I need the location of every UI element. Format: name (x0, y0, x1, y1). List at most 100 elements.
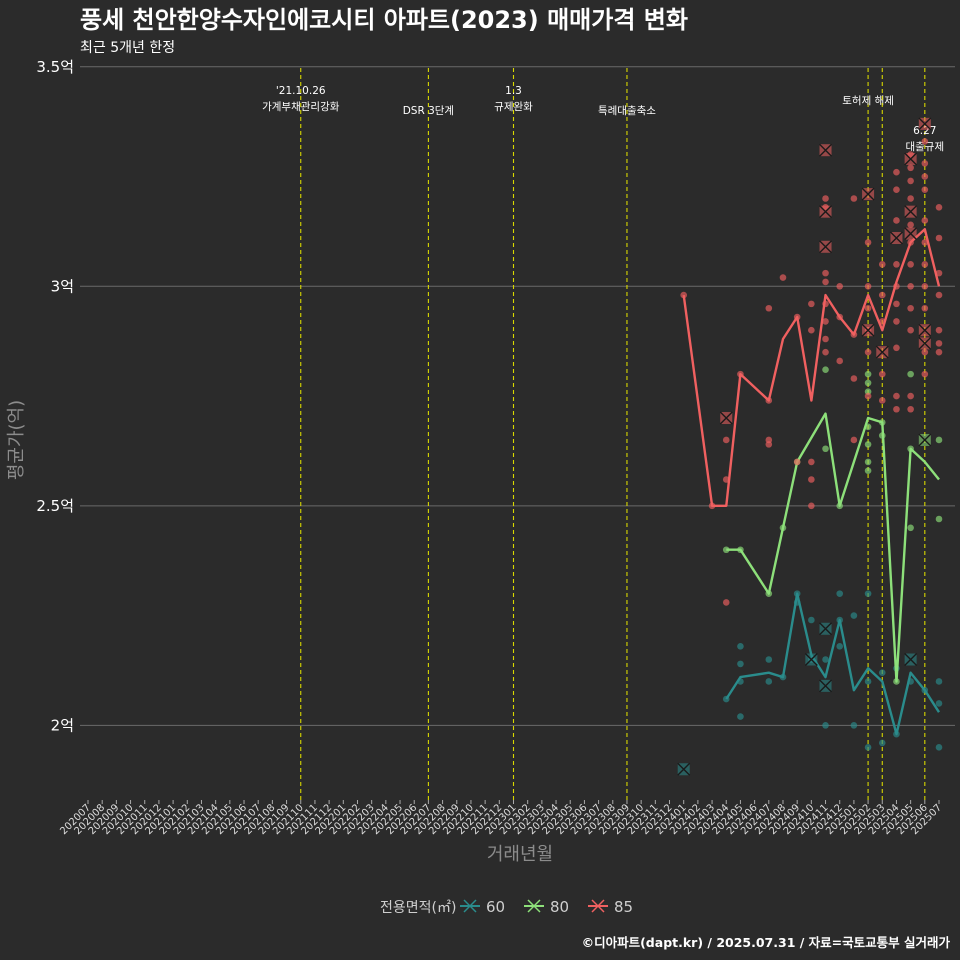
cross-marker-x (804, 653, 818, 666)
data-point (893, 300, 900, 308)
data-point (893, 261, 900, 268)
data-point (864, 239, 872, 246)
data-point (822, 348, 829, 356)
cross-marker-x (819, 240, 833, 254)
data-point (907, 370, 914, 378)
cross-marker (904, 205, 918, 219)
data-point (935, 234, 943, 242)
data-point (935, 203, 943, 211)
data-point (878, 397, 886, 404)
cross-marker-x (889, 231, 903, 245)
data-point (864, 283, 872, 290)
data-point (907, 392, 914, 400)
event-label: 특례대출축소 (598, 105, 656, 117)
data-point (864, 441, 872, 448)
cross-marker (904, 227, 918, 241)
data-point (893, 168, 900, 176)
data-point (878, 370, 886, 378)
cross-marker (861, 187, 875, 201)
data-point (907, 261, 914, 268)
cross-marker (875, 345, 889, 359)
data-point (822, 445, 829, 453)
data-point (907, 326, 914, 334)
cross-marker-x (861, 187, 875, 201)
legend-key-80 (524, 899, 544, 913)
event-label: 대출규제 (905, 141, 944, 153)
data-point (808, 300, 815, 308)
data-point (864, 678, 872, 685)
cross-marker-x (719, 411, 733, 425)
cross-marker-x (677, 762, 691, 776)
cross-marker-x (918, 323, 932, 337)
data-point (907, 283, 914, 290)
data-point (921, 261, 929, 268)
legend-label: 85 (614, 898, 633, 916)
event-label: 규제완화 (494, 100, 533, 113)
y-axis-ticks: 2억 2.5억 3억 3.5억 (36, 58, 74, 735)
cross-marker (918, 433, 932, 447)
data-point (921, 138, 929, 145)
x-axis-ticks: 2020072020082020092020102020112020122021… (58, 800, 944, 837)
data-point (907, 524, 914, 532)
chart-subtitle: 최근 5개년 한정 (80, 40, 175, 56)
cross-marker-x (918, 336, 932, 350)
legend: 전용면적(㎡) 60 80 85 (380, 898, 633, 916)
data-point (680, 291, 687, 299)
data-point (921, 217, 929, 224)
cross-marker (819, 240, 833, 254)
cross-marker-x (819, 622, 833, 636)
data-point (822, 278, 829, 286)
data-point (893, 186, 900, 194)
event-markers: '21.10.26 가계부채관리강화 DSR 3단계 1.3 규제완화 특례대출축소 토허제… (262, 68, 944, 800)
series (677, 117, 943, 776)
data-point (893, 392, 900, 400)
data-point (907, 164, 914, 172)
data-point (808, 476, 815, 483)
data-point (850, 436, 858, 444)
series-line (725, 592, 941, 736)
data-point (779, 274, 787, 281)
cross-marker (904, 653, 918, 666)
series-line (726, 412, 940, 683)
cross-marker (918, 336, 932, 350)
data-point (737, 643, 744, 650)
data-point (864, 370, 872, 378)
data-point (864, 744, 872, 751)
data-point (822, 656, 829, 663)
cross-marker (819, 205, 833, 219)
cross-marker (677, 762, 691, 776)
y-tick-label: 3억 (51, 277, 74, 295)
cross-marker-x (904, 152, 918, 166)
y-tick-label: 2억 (51, 716, 74, 734)
data-point (864, 590, 872, 597)
event-label: 1.3 (505, 85, 522, 97)
cross-marker (889, 231, 903, 245)
cross-marker-x (904, 653, 918, 666)
data-point (864, 379, 872, 387)
data-point (808, 326, 815, 334)
data-point (893, 318, 900, 325)
data-point (935, 436, 943, 444)
cross-marker-x (904, 227, 918, 241)
data-point (850, 612, 858, 619)
event-label: 가계부채관리강화 (262, 101, 340, 113)
data-point (907, 405, 914, 413)
cross-marker (918, 117, 932, 131)
legend-title: 전용면적(㎡) (380, 900, 456, 916)
data-point (822, 195, 829, 202)
data-point (864, 304, 872, 312)
data-point (935, 326, 943, 334)
data-point (765, 678, 773, 685)
cross-marker-x (918, 117, 932, 131)
data-point (921, 370, 929, 378)
data-point (935, 515, 943, 523)
data-point (921, 304, 929, 312)
data-point (765, 441, 773, 448)
data-point (893, 344, 900, 352)
cross-marker (804, 653, 818, 666)
cross-marker (861, 323, 875, 337)
cross-marker (819, 622, 833, 636)
data-point (921, 160, 929, 167)
data-point (722, 546, 730, 554)
legend-cross (463, 899, 477, 913)
